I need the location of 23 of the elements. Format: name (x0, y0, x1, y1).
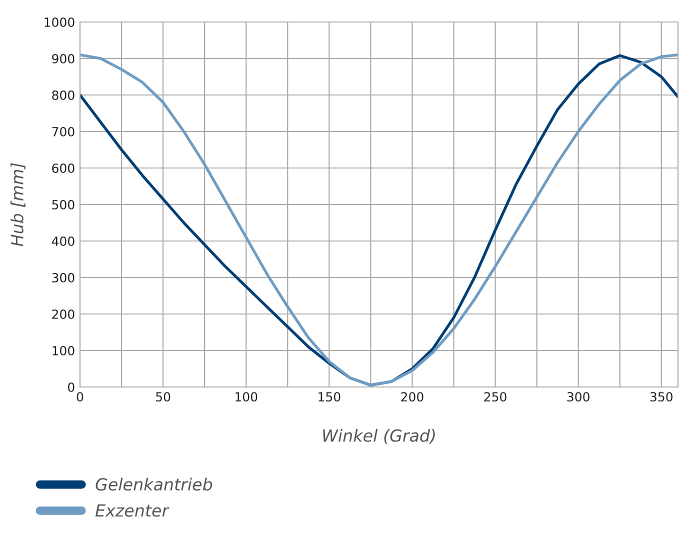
y-tick-label: 500 (52, 200, 74, 210)
x-tick-label: 150 (318, 392, 340, 402)
x-axis-title: Winkel (Grad) (323, 428, 435, 444)
x-tick-label: 0 (76, 392, 84, 402)
x-tick-label: 250 (484, 392, 506, 402)
x-tick-label: 300 (567, 392, 590, 402)
y-tick-label: 800 (52, 90, 74, 100)
y-tick-label: 0 (68, 382, 74, 392)
y-tick-label: 700 (52, 126, 74, 136)
y-tick-label: 600 (52, 163, 74, 173)
x-tick-label: 350 (650, 392, 672, 402)
y-tick-label: 200 (52, 309, 74, 319)
y-axis-title: Hub [mm] (10, 163, 26, 246)
y-tick-label: 100 (52, 346, 74, 356)
y-tick-label: 1000 (44, 17, 74, 27)
x-tick-label: 100 (236, 392, 258, 402)
y-tick-label: 900 (52, 54, 74, 64)
legend-label: Exzenter (95, 504, 170, 517)
legend-label: Gelenkantrieb (96, 478, 212, 491)
x-tick-label: 200 (401, 392, 424, 402)
y-tick-label: 400 (52, 236, 74, 246)
y-tick-label: 300 (52, 272, 74, 282)
x-tick-label: 50 (156, 392, 170, 402)
